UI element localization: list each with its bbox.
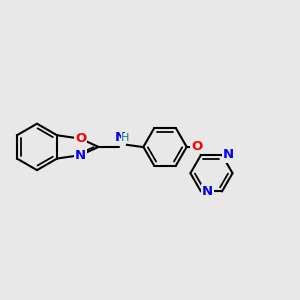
Text: N: N [75,149,86,162]
Text: N: N [202,185,213,198]
Text: O: O [191,140,202,153]
Text: N: N [115,131,126,144]
Text: O: O [75,132,86,145]
Text: H: H [121,133,130,143]
Text: N: N [223,148,234,161]
